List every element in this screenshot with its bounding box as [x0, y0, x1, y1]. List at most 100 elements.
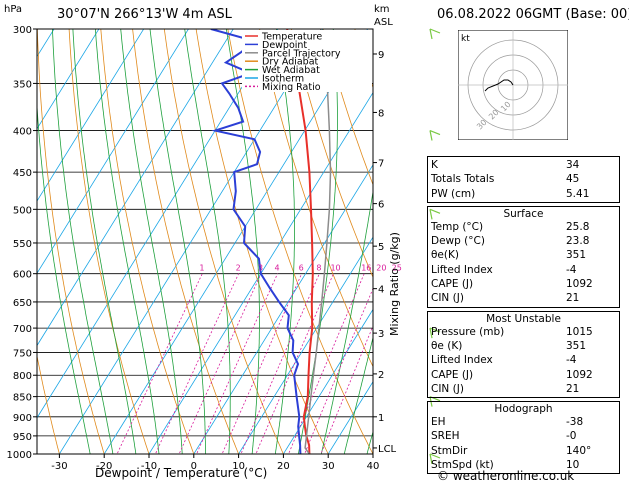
- basic-indices-box: K 34 Totals Totals 45 PW (cm) 5.41: [427, 156, 620, 203]
- dry-adiabat: [322, 29, 373, 186]
- surface-box: Surface Temp (°C) 25.8 Dewp (°C) 23.8 θe(K…: [427, 205, 620, 308]
- surface-header: Surface: [503, 207, 544, 220]
- legend-label: Mixing Ratio: [262, 82, 321, 93]
- wet-adiabat: [72, 29, 137, 454]
- mixing-ratio-line: [255, 273, 334, 454]
- index-row: Lifted Index -4: [431, 263, 577, 276]
- height-tick-label: 5: [378, 242, 384, 253]
- dry-adiabat: [259, 29, 373, 368]
- wind-barbs: [429, 28, 441, 465]
- temperature-tick-label: 0: [191, 461, 197, 472]
- index-row: CAPE (J) 1092: [431, 368, 593, 381]
- dry-adiabat: [195, 29, 329, 454]
- mixing-ratio-line: [116, 273, 203, 454]
- temperature-tick-label: -30: [51, 461, 67, 472]
- wet-adiabat: [184, 29, 231, 454]
- index-row: Pressure (mb) 1015: [431, 325, 593, 338]
- wind-barb: [429, 208, 441, 214]
- most-unstable-header: Most Unstable: [486, 312, 561, 325]
- hodograph-unit-label: kt: [461, 34, 470, 44]
- dry-adiabat: [68, 29, 150, 454]
- wet-adiabat: [297, 29, 338, 454]
- legend-label: Dewpoint: [262, 40, 307, 51]
- isotherm: [238, 236, 373, 454]
- dry-adiabat: [37, 29, 105, 454]
- index-row: θe (K) 351: [431, 339, 587, 352]
- pressure-tick-label: 850: [13, 393, 32, 404]
- pressure-axis: 300 350 400 450 500 550 600 650 700 750 800 850 900 9…: [7, 25, 37, 461]
- height-tick-label: 1: [378, 413, 384, 424]
- temperature-tick-label: 30: [322, 461, 335, 472]
- pressure-tick-label: 450: [13, 168, 32, 179]
- legend-label: Isotherm: [262, 74, 304, 85]
- index-row: PW (cm) 5.41: [431, 187, 590, 200]
- mixing-ratio-labels: 1 2 3 4 6 8 10 16 20 25: [199, 264, 401, 273]
- height-axis: 1 2 3 4 5 6 7 8 9 LCL: [373, 50, 397, 455]
- index-row: Dewp (°C) 23.8: [431, 235, 590, 248]
- index-row: Totals Totals 45: [431, 173, 580, 186]
- hodograph-header: Hodograph: [494, 403, 553, 416]
- pressure-tick-label: 700: [13, 324, 32, 335]
- copyright-footer: © weatheronline.co.uk: [437, 469, 575, 483]
- mixing-ratio-line: [320, 324, 373, 454]
- background-lines: [37, 29, 373, 454]
- index-row: StmDir 140°: [431, 444, 592, 457]
- height-tick-label: 2: [378, 370, 384, 381]
- wet-adiabat: [343, 335, 373, 454]
- pressure-tick-label: 500: [13, 205, 32, 216]
- series-dewpoint: [210, 29, 302, 454]
- series-temperature: [286, 29, 314, 454]
- dry-adiabat: [132, 29, 240, 454]
- dry-adiabat: [37, 353, 60, 454]
- index-row: CIN (J) 21: [431, 382, 580, 395]
- legend-label: Wet Adiabat: [262, 65, 320, 76]
- isotherm: [37, 29, 189, 275]
- hodograph-trace: [484, 79, 514, 92]
- mixing-ratio-axis-title: Mixing Ratio (g/kg): [388, 232, 401, 336]
- isotherm: [37, 29, 145, 202]
- pressure-tick-label: 900: [13, 413, 32, 424]
- km-unit-label: km: [374, 4, 390, 15]
- dry-adiabat: [290, 29, 373, 279]
- isotherm: [37, 29, 234, 347]
- wind-barb-staff: [429, 327, 433, 339]
- temperature-tick-label: 20: [277, 461, 290, 472]
- pressure-tick-label: 1000: [7, 450, 32, 461]
- index-row: Temp (°C) 25.8: [431, 220, 590, 233]
- wet-adiabat: [274, 29, 295, 454]
- pressure-tick-label: 800: [13, 371, 32, 382]
- mixing-ratio-line: [154, 273, 239, 454]
- isotherm: [37, 29, 100, 130]
- height-tick-label: 8: [378, 108, 384, 119]
- temperature-tick-label: -10: [141, 461, 157, 472]
- index-row: K 34: [431, 159, 580, 171]
- index-row: CAPE (J) 1092: [431, 278, 593, 291]
- wind-barb: [429, 327, 441, 333]
- index-row: θe(K) 351: [431, 249, 587, 262]
- mixing-ratio-label: 25: [392, 264, 402, 273]
- wet-adiabat: [120, 29, 183, 454]
- x-axis-title: Dewpoint / Temperature (°C): [95, 466, 267, 480]
- asl-unit-label: ASL: [374, 17, 393, 28]
- height-tick-label: 6: [378, 200, 384, 211]
- index-row: StmSpd (kt) 10: [431, 459, 580, 472]
- temperature-tick-label: -20: [96, 461, 112, 472]
- legend-label: Dry Adiabat: [262, 57, 319, 68]
- pressure-tick-label: 650: [13, 298, 32, 309]
- legend-label: Temperature: [261, 32, 322, 43]
- temperature-axis: -30 -20 -10 0 10 20 30 40: [51, 454, 379, 472]
- height-tick-label: 4: [378, 285, 384, 296]
- wet-adiabat: [320, 188, 373, 454]
- left-unit-label: hPa: [4, 4, 22, 15]
- series-parcel-trajectory: [304, 29, 332, 454]
- legend-background: [242, 30, 372, 92]
- height-tick-label: LCL: [378, 444, 397, 455]
- isotherm: [282, 308, 373, 454]
- mixing-ratio-label: 1: [199, 264, 204, 273]
- legend-label: Parcel Trajectory: [262, 48, 341, 59]
- height-tick-label: 7: [378, 159, 384, 170]
- isotherm: [193, 164, 373, 454]
- index-row: EH -38: [431, 416, 584, 429]
- isotherm: [37, 29, 55, 58]
